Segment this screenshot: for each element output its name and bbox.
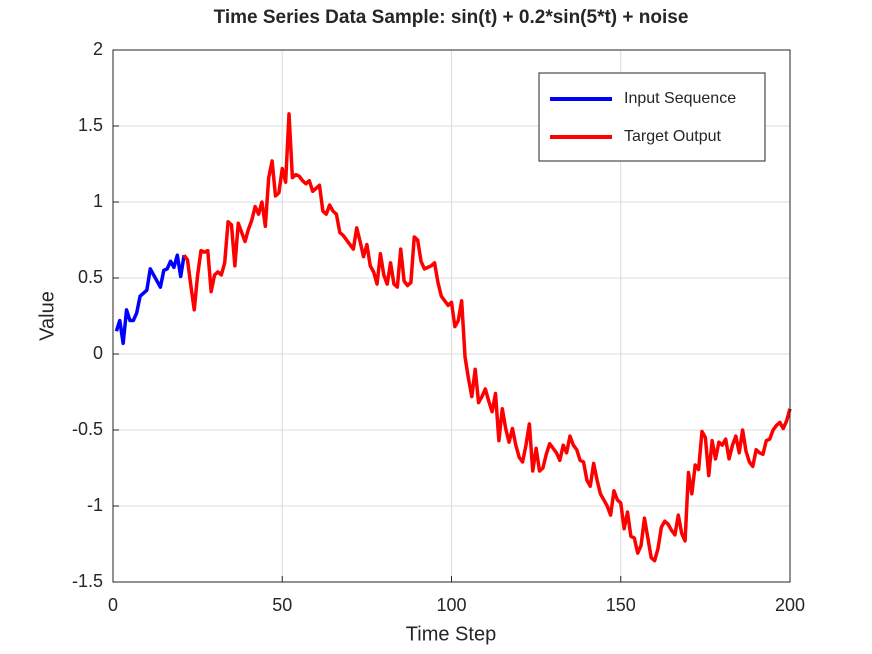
y-tick-label: -0.5 [72,419,103,439]
y-tick-label: 2 [93,39,103,59]
x-axis-label: Time Step [406,623,496,645]
legend-box [538,72,766,162]
y-tick-label: 0.5 [78,267,103,287]
axes-box [112,49,791,583]
chart-title: Time Series Data Sample: sin(t) + 0.2*si… [214,7,689,28]
series-line [182,112,792,563]
y-tick-label: -1 [87,495,103,515]
x-tick-label: 200 [775,595,805,615]
x-tick-label: 0 [108,595,118,615]
x-tick-label: 50 [272,595,292,615]
series-line [114,253,186,346]
legend-label: Target Output [624,128,722,145]
plot-lines [114,112,792,563]
legend: Input Sequence Target Output [538,72,766,162]
legend-label: Input Sequence [624,90,736,107]
y-tick-label: 0 [93,343,103,363]
x-tick-label: 100 [436,595,466,615]
x-tick-label: 150 [606,595,636,615]
y-tick-label: 1.5 [78,115,103,135]
y-axis-label: Value [36,291,58,341]
y-tick-label: -1.5 [72,571,103,591]
y-tick-label: 1 [93,191,103,211]
